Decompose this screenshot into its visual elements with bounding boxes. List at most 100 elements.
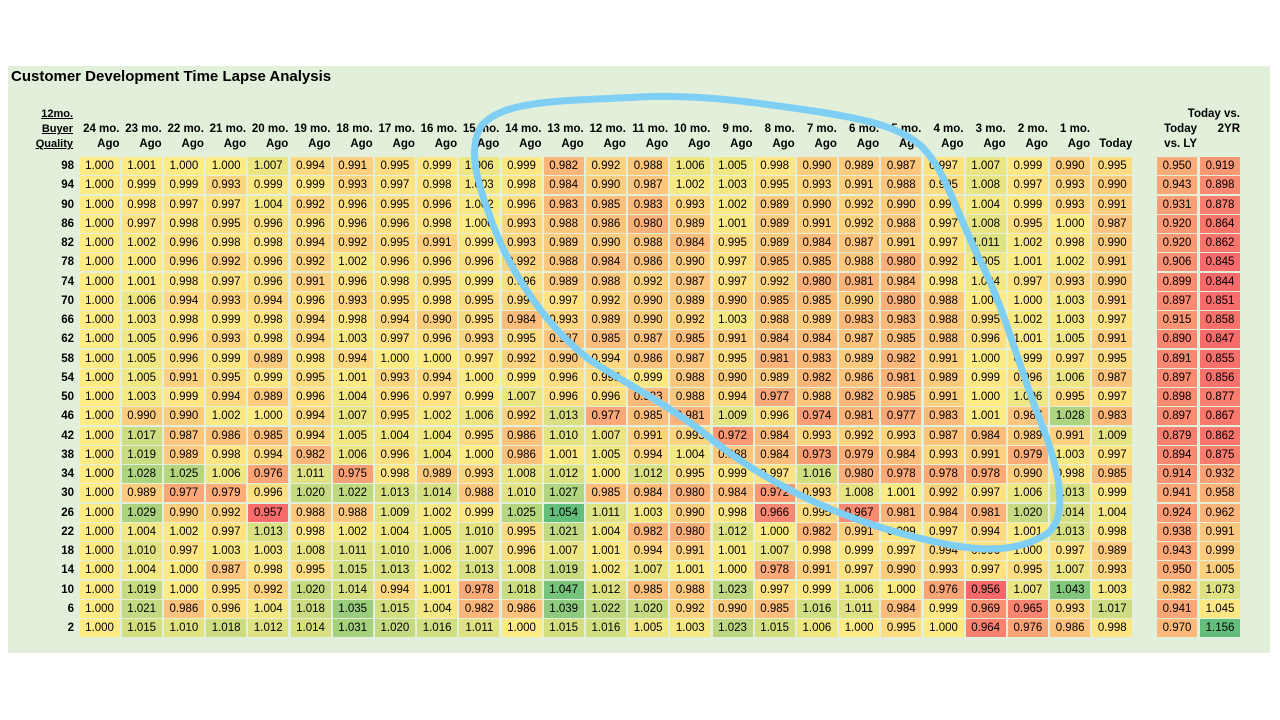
heatmap-cell: 1.043 [1050,580,1091,599]
heatmap-cell: 0.998 [248,561,289,580]
heatmap-cell: 1.004 [248,599,289,618]
summary-header-line: Today [1163,123,1197,135]
heatmap-cell: 1.000 [79,445,120,464]
heatmap-cell: 0.997 [206,272,247,291]
heatmap-cell: 0.989 [121,484,162,503]
heatmap-cell: 1.007 [1007,580,1048,599]
heatmap-cell: 0.992 [628,272,669,291]
heatmap-cell: 0.956 [965,580,1006,599]
heatmap-cell: 1.021 [121,599,162,618]
heatmap-cell: 0.999 [121,176,162,195]
heatmap-cell: 0.996 [501,272,542,291]
heatmap-cell: 1.012 [585,580,626,599]
heatmap-cell: 1.000 [459,214,500,233]
heatmap-cell: 0.997 [1092,445,1133,464]
heatmap-cell: 0.994 [163,291,204,310]
heatmap-cell: 0.967 [839,503,880,522]
heatmap-cell: 0.999 [1007,349,1048,368]
heatmap-cell: 0.998 [248,234,289,252]
heatmap-cell: 0.998 [417,214,458,233]
heatmap-cell: 1.006 [332,445,373,464]
heatmap-cell: 1.004 [670,445,711,464]
heatmap-cell: 1.000 [79,195,120,214]
heatmap-cell: 0.988 [670,368,711,387]
heatmap-cell: 1.000 [881,580,922,599]
column-header-line: Ago [223,138,247,150]
heatmap-cell: 1.013 [459,561,500,580]
heatmap-cell: 1.000 [79,311,120,329]
heatmap-cell: 0.994 [417,368,458,387]
column-header-line: 11 mo. [632,123,669,135]
heatmap-cell: 0.998 [206,234,247,252]
heatmap-cell: 1.000 [374,349,415,368]
summary-cell: 0.919 [1200,157,1240,175]
column-header-line: Ago [139,138,162,150]
heatmap-cell: 0.990 [796,195,837,214]
heatmap-cell: 0.999 [163,176,204,195]
heatmap-cell: 0.989 [754,214,795,233]
summary-cell: 0.894 [1157,445,1197,464]
heatmap-cell: 1.011 [965,234,1006,252]
heatmap-cell: 1.009 [1092,426,1133,445]
heatmap-cell: 1.013 [1050,522,1091,541]
heatmap-cell: 1.001 [1007,253,1048,272]
heatmap-cell: 1.028 [121,465,162,483]
heatmap-cell: 0.990 [628,291,669,310]
heatmap-cell: 0.984 [881,272,922,291]
heatmap-cell: 0.989 [754,234,795,252]
heatmap-cell: 0.993 [796,176,837,195]
heatmap-cell: 0.997 [543,291,584,310]
heatmap-cell: 0.986 [163,599,204,618]
heatmap-cell: 1.001 [1007,330,1048,349]
heatmap-cell: 1.004 [585,522,626,541]
heatmap-cell: 0.993 [1050,176,1091,195]
heatmap-cell: 0.994 [290,157,331,175]
heatmap-cell: 0.992 [501,253,542,272]
heatmap-cell: 0.998 [501,176,542,195]
heatmap-cell: 1.000 [459,445,500,464]
heatmap-cell: 0.983 [796,349,837,368]
heatmap-cell: 0.989 [839,349,880,368]
heatmap-cell: 0.992 [754,272,795,291]
heatmap-cell: 0.984 [712,484,753,503]
heatmap-cell: 0.994 [585,349,626,368]
column-header: 8 mo. Ago [753,122,795,152]
heatmap-cell: 1.002 [670,176,711,195]
heatmap-cell: 0.988 [923,311,964,329]
heatmap-cell: 1.000 [79,522,120,541]
heatmap-cell: 1.000 [79,349,120,368]
heatmap-cell: 0.983 [628,195,669,214]
heatmap-cell: 0.993 [332,291,373,310]
column-header: 2 mo. Ago [1006,122,1048,152]
heatmap-cell: 0.995 [1007,214,1048,233]
heatmap-cell: 1.002 [585,561,626,580]
column-header: 4 mo. Ago [922,122,963,152]
heatmap-cell: 1.011 [839,599,880,618]
heatmap-cell: 1.007 [501,388,542,406]
column-header: 6 mo. Ago [837,122,879,152]
heatmap-cell: 0.997 [1050,542,1091,560]
heatmap-cell: 0.998 [290,522,331,541]
heatmap-cell: 1.002 [332,522,373,541]
summary-cell: 0.920 [1157,214,1197,233]
heatmap-cell: 0.990 [121,407,162,426]
summary-cell: 0.943 [1157,176,1197,195]
heatmap-cell: 1.022 [585,599,626,618]
heatmap-cell: 1.054 [543,503,584,522]
heatmap-cell: 0.995 [374,195,415,214]
heatmap-cell: 0.987 [628,330,669,349]
heatmap-cell: 0.984 [965,426,1006,445]
heatmap-cell: 1.002 [459,195,500,214]
heatmap-cell: 0.995 [1007,561,1048,580]
summary-cell: 0.855 [1200,349,1240,368]
heatmap-cell: 0.980 [839,465,880,483]
column-header: 19 mo. Ago [289,122,330,152]
heatmap-cell: 0.983 [881,311,922,329]
heatmap-cell: 0.975 [332,465,373,483]
heatmap-cell: 1.035 [332,599,373,618]
column-header-line: 14 mo. [505,123,542,135]
heatmap-cell: 0.998 [1050,465,1091,483]
row-label: 2 [67,622,74,634]
heatmap-cell: 1.000 [754,522,795,541]
heatmap-cell: 0.998 [374,465,415,483]
